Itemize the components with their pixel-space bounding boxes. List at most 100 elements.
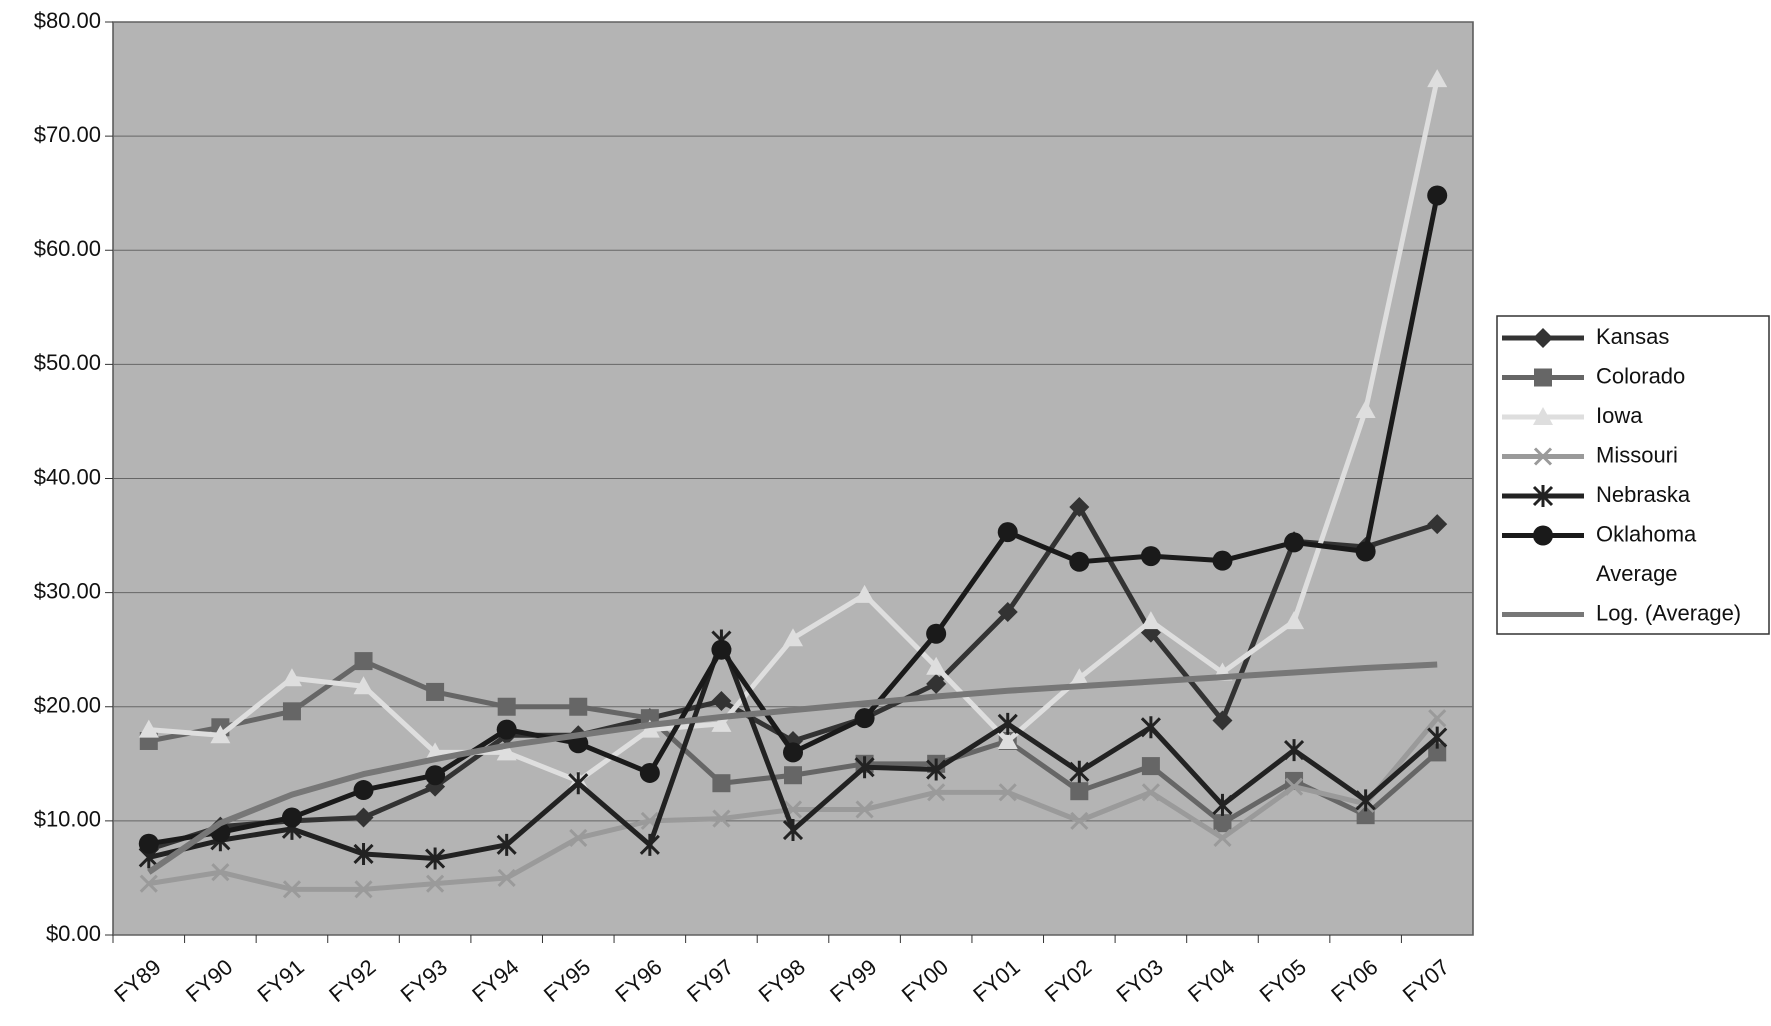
marker xyxy=(497,697,516,716)
marker xyxy=(997,730,1018,749)
x-tick-label: FY92 xyxy=(324,954,380,1007)
y-tick-label: $50.00 xyxy=(34,350,101,375)
marker xyxy=(282,880,302,899)
x-tick-label: FY89 xyxy=(109,954,165,1007)
marker xyxy=(353,807,374,828)
legend-label: Log. (Average) xyxy=(1596,600,1741,625)
marker xyxy=(1212,710,1233,731)
marker xyxy=(353,676,374,695)
marker xyxy=(855,800,874,819)
marker xyxy=(138,833,159,854)
marker xyxy=(281,668,302,687)
marker xyxy=(569,697,588,716)
x-tick-label: FY04 xyxy=(1183,954,1239,1007)
marker xyxy=(569,828,588,848)
marker xyxy=(854,708,875,729)
marker xyxy=(353,842,374,865)
x-tick-label: FY95 xyxy=(539,954,595,1007)
legend-marker xyxy=(1533,447,1553,466)
marker xyxy=(497,868,516,887)
marker xyxy=(281,807,302,828)
marker xyxy=(496,719,517,740)
legend-marker xyxy=(1533,525,1553,546)
marker xyxy=(211,863,230,882)
marker xyxy=(496,833,517,856)
marker xyxy=(997,712,1018,735)
x-tick-label: FY00 xyxy=(897,954,953,1007)
marker xyxy=(926,656,947,675)
marker xyxy=(425,847,446,870)
marker xyxy=(711,691,732,712)
marker xyxy=(927,783,946,802)
marker xyxy=(354,652,373,671)
marker xyxy=(1212,793,1233,816)
marker xyxy=(1284,777,1304,796)
marker xyxy=(1141,757,1160,776)
legend-label: Iowa xyxy=(1596,403,1643,428)
y-tick-label: $0.00 xyxy=(46,921,101,946)
y-tick-label: $80.00 xyxy=(34,8,101,33)
marker xyxy=(1427,69,1448,88)
marker xyxy=(639,833,660,856)
y-tick-label: $70.00 xyxy=(34,122,101,147)
x-tick-label: FY02 xyxy=(1040,954,1096,1007)
marker xyxy=(1213,828,1232,848)
y-tick-label: $60.00 xyxy=(34,236,101,261)
marker xyxy=(354,880,373,899)
marker xyxy=(782,819,804,842)
marker xyxy=(711,713,732,732)
legend-label: Missouri xyxy=(1596,442,1678,467)
marker xyxy=(1213,814,1232,833)
x-tick-label: FY03 xyxy=(1111,954,1167,1007)
marker xyxy=(1284,611,1305,630)
marker xyxy=(1428,743,1447,762)
marker xyxy=(425,765,446,786)
marker xyxy=(1070,811,1089,830)
legend-label: Nebraska xyxy=(1596,482,1691,507)
marker xyxy=(496,742,517,761)
marker xyxy=(998,783,1017,802)
marker xyxy=(1356,806,1375,825)
marker xyxy=(854,584,875,603)
marker xyxy=(1427,514,1448,535)
marker xyxy=(1428,709,1447,728)
x-tick-label: FY90 xyxy=(181,954,237,1007)
marker xyxy=(783,742,803,763)
legend-marker xyxy=(1533,407,1553,425)
marker xyxy=(997,522,1018,543)
marker xyxy=(926,623,947,644)
x-tick-label: FY97 xyxy=(682,954,738,1007)
marker xyxy=(138,719,159,738)
marker xyxy=(712,774,731,793)
marker xyxy=(139,874,158,893)
y-tick-label: $20.00 xyxy=(34,693,101,718)
legend-marker xyxy=(1534,368,1552,387)
marker xyxy=(1141,783,1160,802)
marker xyxy=(711,639,732,660)
legend-label: Average xyxy=(1596,561,1678,586)
marker xyxy=(1355,541,1376,562)
marker xyxy=(353,780,374,801)
x-tick-label: FY01 xyxy=(968,954,1024,1007)
marker xyxy=(1140,716,1161,739)
x-tick-label: FY06 xyxy=(1326,954,1382,1007)
x-tick-label: FY94 xyxy=(467,954,523,1007)
x-tick-label: FY91 xyxy=(253,954,309,1007)
marker xyxy=(926,673,947,694)
x-tick-label: FY05 xyxy=(1255,954,1311,1007)
x-tick-label: FY99 xyxy=(825,954,881,1007)
marker xyxy=(1069,497,1090,518)
y-tick-label: $10.00 xyxy=(34,807,101,832)
marker xyxy=(997,602,1018,623)
marker xyxy=(1355,789,1376,812)
marker xyxy=(210,725,231,744)
marker xyxy=(854,756,875,779)
marker xyxy=(1212,550,1233,571)
marker xyxy=(1284,532,1305,553)
marker xyxy=(1070,782,1089,801)
legend-label: Oklahoma xyxy=(1596,521,1697,546)
marker xyxy=(426,682,445,701)
y-tick-label: $40.00 xyxy=(34,464,101,489)
x-tick-label: FY98 xyxy=(754,954,810,1007)
